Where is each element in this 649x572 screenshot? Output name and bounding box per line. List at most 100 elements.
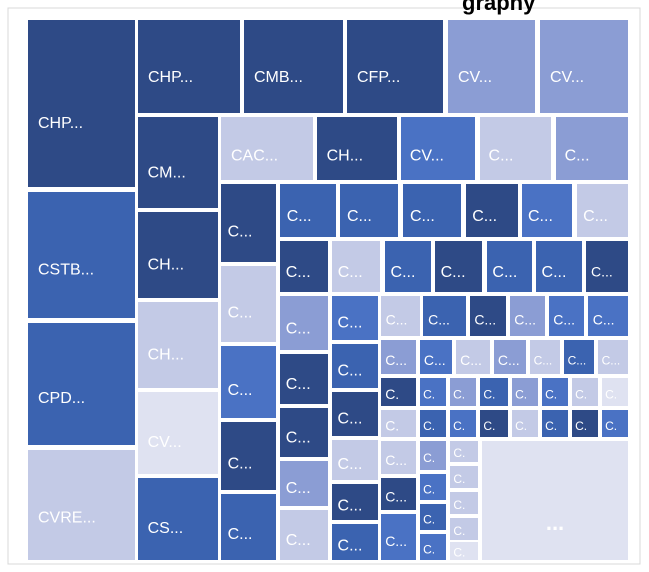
tile	[512, 378, 538, 406]
tile-label: C.	[385, 417, 399, 433]
tile	[381, 296, 420, 336]
tile	[542, 410, 568, 437]
tile	[280, 241, 328, 292]
tile-label: C...	[542, 264, 567, 281]
tile	[450, 518, 478, 540]
tile-label: C...	[391, 264, 416, 281]
tile	[385, 241, 431, 292]
tile-label: C...	[228, 382, 253, 399]
tile	[381, 514, 416, 560]
tile	[494, 340, 526, 374]
tile-label: C...	[385, 489, 407, 505]
tile-label: CVRE...	[38, 509, 96, 526]
tile-label: CHP...	[38, 115, 83, 132]
tile-label: C.	[483, 419, 495, 433]
tile-label: C.	[453, 446, 465, 460]
tile-label: C...	[338, 264, 363, 281]
tile-label: C.	[453, 524, 465, 538]
tile-label: C.	[575, 388, 587, 402]
tile	[332, 440, 378, 480]
tile-label: C...	[228, 304, 253, 321]
tile-label: CV...	[458, 69, 492, 86]
tile	[450, 492, 478, 514]
tile-label: C...	[460, 352, 482, 368]
tile-label: C...	[385, 352, 407, 368]
tile	[381, 340, 416, 374]
tile-label: C.	[515, 419, 527, 433]
tile-label: C...	[385, 452, 407, 468]
tile	[420, 340, 452, 374]
tile	[420, 534, 446, 560]
tile-label: C.	[515, 388, 527, 402]
tile-label: C...	[591, 263, 613, 279]
tile-label: C...	[492, 264, 517, 281]
tile	[456, 340, 490, 374]
tile	[138, 20, 240, 113]
tile-label: CS...	[148, 520, 184, 537]
tile-label: CV...	[550, 69, 584, 86]
tile	[403, 184, 461, 237]
tile	[347, 20, 443, 113]
tile	[332, 344, 378, 388]
tile	[450, 441, 478, 462]
tile	[450, 378, 476, 406]
tile-label: C...	[424, 352, 446, 368]
tile	[381, 378, 416, 406]
tile-label: CV...	[148, 434, 182, 451]
tile	[510, 296, 545, 336]
tile-label: C.	[575, 419, 587, 433]
tile	[280, 461, 328, 506]
tile	[221, 184, 276, 262]
tile-label: C...	[286, 376, 311, 393]
tile	[28, 450, 135, 560]
tile-label: CH...	[148, 347, 184, 364]
tile-label: C...	[428, 312, 450, 328]
tile-label: C.	[385, 386, 399, 402]
tile-label: C.	[453, 545, 465, 559]
tile	[480, 117, 551, 180]
tile-label: C...	[498, 352, 520, 368]
tile	[28, 323, 135, 445]
tile	[435, 241, 482, 292]
tile	[381, 478, 416, 510]
tile-label: C...	[338, 538, 363, 555]
tile-label: C...	[472, 208, 497, 225]
tile-label: C.	[453, 472, 465, 486]
tile-label: C...	[583, 208, 608, 225]
tile-label: C...	[338, 362, 363, 379]
tile-label: C...	[568, 353, 587, 367]
tile-label: C...	[286, 532, 311, 549]
tile	[450, 542, 478, 560]
tile-label: C...	[228, 455, 253, 472]
tile	[480, 378, 508, 406]
tile	[221, 494, 276, 560]
tile	[448, 20, 535, 113]
tile-label: CV...	[410, 147, 444, 164]
tile-label: CAC...	[231, 147, 278, 164]
tile-label: C...	[528, 208, 553, 225]
tile-label: C...	[553, 312, 575, 328]
tile	[332, 484, 378, 520]
tile	[450, 466, 478, 488]
tile-label: C.	[423, 388, 435, 402]
tile	[221, 346, 276, 418]
chart-title: graphy	[462, 0, 536, 15]
tile-label: C...	[287, 208, 312, 225]
tile	[332, 296, 378, 340]
tile-label: C.	[453, 498, 465, 512]
tile-label: C...	[593, 312, 615, 328]
tile	[602, 378, 628, 406]
tile	[420, 504, 446, 530]
tile	[549, 296, 584, 336]
tile	[332, 241, 380, 292]
tile	[564, 340, 594, 374]
tile-label: CM...	[148, 165, 186, 182]
tile-label: C...	[385, 533, 407, 549]
tile	[221, 266, 276, 342]
tile-label: C.	[423, 451, 435, 465]
tile	[602, 410, 628, 437]
tile-label: C.	[453, 388, 465, 402]
tile	[332, 524, 378, 560]
tile-label: C...	[602, 353, 621, 367]
tile	[280, 408, 328, 457]
